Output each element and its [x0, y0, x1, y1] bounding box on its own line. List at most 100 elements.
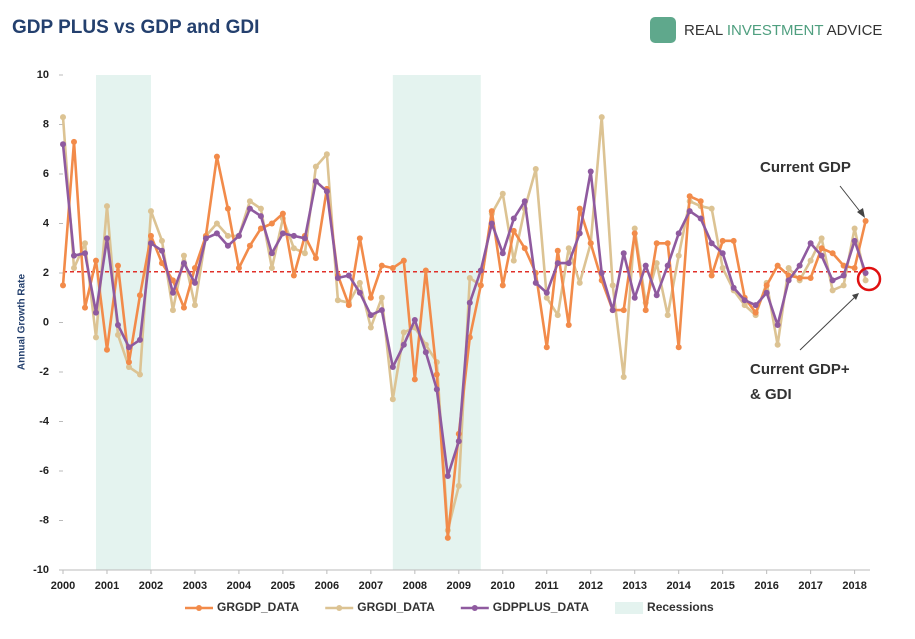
- series-point: [224, 242, 231, 249]
- series-point: [807, 274, 814, 281]
- series-point: [191, 265, 198, 272]
- series-point: [169, 307, 176, 314]
- series-point: [191, 279, 198, 286]
- series-point: [147, 232, 154, 239]
- series-point: [653, 292, 660, 299]
- series-point: [125, 359, 132, 366]
- series-point: [136, 292, 143, 299]
- y-axis-label: Annual Growth Rate: [17, 274, 28, 371]
- series-point: [675, 344, 682, 351]
- series-point: [367, 294, 374, 301]
- series-point: [158, 260, 165, 267]
- series-point: [235, 265, 242, 272]
- series-point: [620, 307, 627, 314]
- series-point: [752, 309, 759, 316]
- series-point: [565, 260, 572, 267]
- series-point: [180, 260, 187, 267]
- y-tick-label: 0: [43, 316, 49, 328]
- series-point: [323, 188, 330, 195]
- series-point: [818, 245, 825, 252]
- y-tick-label: 10: [37, 69, 49, 81]
- x-tick-label: 2008: [403, 580, 427, 592]
- series-point: [576, 230, 583, 237]
- series-point: [158, 247, 165, 254]
- series-point: [257, 205, 264, 212]
- series-point: [191, 302, 198, 309]
- x-tick-label: 2012: [578, 580, 602, 592]
- series-point: [510, 257, 517, 264]
- x-tick-label: 2000: [51, 580, 75, 592]
- series-point: [125, 364, 132, 371]
- legend-label: GRGDP_DATA: [217, 600, 300, 614]
- series-point: [708, 205, 715, 212]
- series-point: [609, 307, 616, 314]
- series-point: [807, 257, 814, 264]
- series-point: [697, 198, 704, 205]
- series-point: [92, 334, 99, 341]
- series-point: [345, 302, 352, 309]
- highlight-circle: [856, 266, 882, 292]
- series-point: [829, 277, 836, 284]
- series-point: [499, 282, 506, 289]
- series-point: [675, 230, 682, 237]
- series-point: [477, 267, 484, 274]
- series-point: [598, 270, 605, 276]
- series-point: [136, 371, 143, 378]
- series-point: [81, 304, 88, 311]
- series-point: [675, 252, 682, 259]
- series-point: [422, 349, 429, 356]
- series-point: [400, 257, 407, 264]
- series-point: [510, 227, 517, 234]
- series-point: [114, 262, 121, 269]
- series-point: [290, 232, 297, 239]
- series-point: [807, 240, 814, 247]
- series-point: [257, 213, 264, 220]
- series-line: [61, 144, 867, 478]
- series-point: [389, 364, 396, 371]
- series-point: [224, 205, 231, 212]
- legend-swatch: [471, 605, 478, 611]
- series-point: [301, 250, 308, 257]
- series-point: [763, 289, 770, 296]
- y-tick-label: 6: [43, 168, 49, 180]
- series-point: [532, 166, 539, 173]
- series-point: [719, 250, 726, 257]
- series-point: [642, 262, 649, 269]
- legend-label: GDPPLUS_DATA: [493, 600, 590, 614]
- series-point: [631, 230, 638, 237]
- brand-part: REAL: [684, 22, 723, 39]
- series-point: [356, 289, 363, 296]
- series-point: [543, 294, 550, 301]
- series-point: [246, 205, 253, 212]
- chart-title: GDP PLUS vs GDP and GDI: [12, 17, 259, 38]
- series-point: [279, 210, 286, 217]
- series-point: [785, 277, 792, 284]
- series-point: [92, 309, 99, 316]
- annotation: & GDI: [750, 386, 792, 403]
- series-point: [268, 265, 275, 272]
- series-point: [70, 265, 77, 272]
- series-point: [532, 279, 539, 286]
- x-tick-label: 2018: [842, 580, 866, 592]
- series-point: [92, 257, 99, 264]
- series-point: [730, 237, 737, 244]
- x-tick-label: 2006: [315, 580, 339, 592]
- series-point: [719, 237, 726, 244]
- series-point: [818, 235, 825, 242]
- series-point: [796, 274, 803, 281]
- series-point: [422, 267, 429, 274]
- series-point: [378, 294, 385, 301]
- series-point: [620, 250, 627, 257]
- series-point: [521, 198, 528, 205]
- series-point: [763, 282, 770, 289]
- series-point: [730, 284, 737, 291]
- brand-logo: [650, 17, 676, 43]
- series-point: [257, 225, 264, 232]
- series-point: [60, 114, 66, 121]
- y-tick-label: 2: [43, 267, 49, 279]
- annotation-arrow: [839, 185, 863, 215]
- series-point: [301, 235, 308, 242]
- series-point: [411, 317, 418, 324]
- series-point: [620, 373, 627, 380]
